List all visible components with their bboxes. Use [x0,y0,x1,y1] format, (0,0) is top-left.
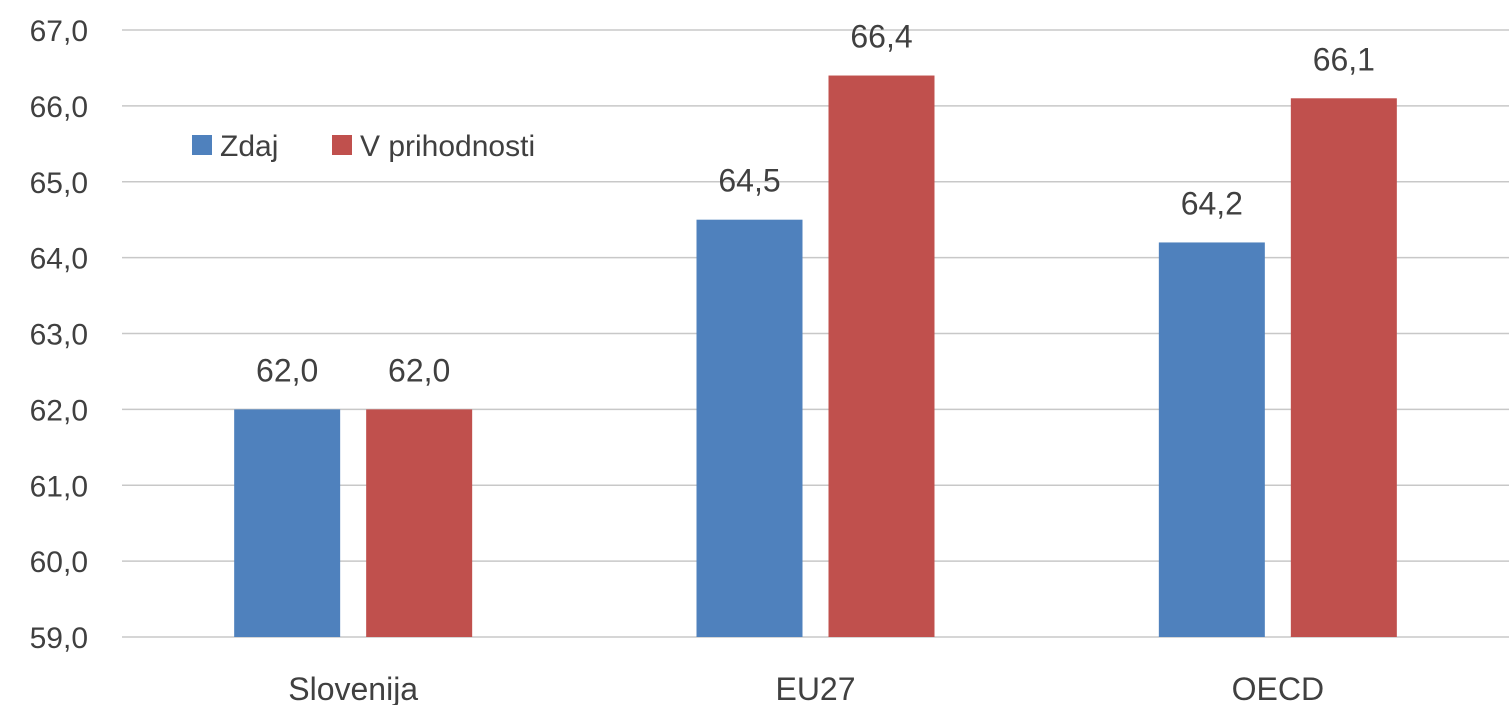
y-tick-label: 59,0 [30,622,88,655]
bars [234,75,1397,638]
y-tick-label: 64,0 [30,243,88,276]
legend-swatch-v-prihodnosti [332,135,352,155]
data-labels: 62,0 62,0 64,5 66,4 64,2 66,1 [256,19,1375,389]
category-label-eu27: EU27 [775,671,855,705]
gridlines [122,29,1509,638]
legend-swatch-zdaj [192,135,212,155]
bar-zdaj-slovenija [234,409,341,637]
y-tick-label: 60,0 [30,546,88,579]
data-label: 66,1 [1313,41,1375,77]
y-axis-tick-labels: 59,0 60,0 61,0 62,0 63,0 64,0 65,0 66,0 67,0 [30,15,88,655]
data-label: 64,5 [718,163,780,199]
data-label: 62,0 [388,352,450,388]
bar-v-prihodnosti-oecd [1290,98,1397,638]
legend-label-v-prihodnosti: V prihodnosti [360,130,535,163]
y-tick-label: 63,0 [30,319,88,352]
y-tick-label: 67,0 [30,15,88,48]
category-label-slovenija: Slovenija [288,671,418,705]
category-label-oecd: OECD [1232,671,1324,705]
bar-v-prihodnosti-eu27 [828,75,935,637]
x-axis-category-labels: Slovenija EU27 OECD [288,671,1324,705]
data-label: 62,0 [256,352,318,388]
data-label: 64,2 [1181,185,1243,221]
y-tick-label: 61,0 [30,470,88,503]
bar-v-prihodnosti-slovenija [366,409,473,637]
bar-zdaj-oecd [1158,242,1265,637]
data-label: 66,4 [850,19,912,55]
legend: Zdaj V prihodnosti [192,130,535,163]
y-tick-label: 66,0 [30,91,88,124]
legend-label-zdaj: Zdaj [220,130,278,163]
y-tick-label: 65,0 [30,167,88,200]
bar-zdaj-eu27 [696,219,803,637]
y-tick-label: 62,0 [30,394,88,427]
